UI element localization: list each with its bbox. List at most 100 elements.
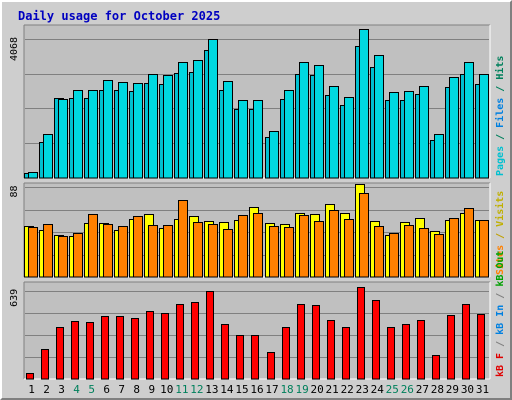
bar-sites: [404, 225, 414, 278]
x-tick-label: 25: [386, 383, 399, 396]
bar-kb-f: [417, 320, 425, 380]
bar-hits: [133, 83, 143, 179]
bar-sites: [28, 227, 38, 278]
x-tick-label: 28: [431, 383, 444, 396]
legend-entry: /: [495, 227, 506, 245]
x-tick-label: 9: [148, 383, 155, 396]
bar-kb-f: [297, 304, 305, 380]
x-tick-label: 14: [220, 383, 234, 396]
bar-hits: [464, 62, 474, 179]
y-max-label: 639: [9, 289, 20, 307]
bar-hits: [178, 62, 188, 179]
bar-hits: [449, 77, 459, 179]
bar-hits: [238, 100, 248, 179]
bar-hits: [404, 91, 414, 179]
bar-hits: [43, 134, 53, 179]
bar-kb-f: [206, 291, 214, 380]
x-tick-label: 22: [341, 383, 354, 396]
bar-hits: [299, 62, 309, 179]
x-tick-label: 27: [416, 383, 429, 396]
x-tick-label: 3: [58, 383, 65, 396]
bar-sites: [464, 208, 474, 278]
bar-hits: [314, 65, 324, 179]
bar-hits: [344, 97, 354, 179]
bar-sites: [419, 228, 429, 278]
legend-entry: Files: [494, 98, 506, 128]
bar-sites: [284, 227, 294, 278]
bar-kb-f: [56, 327, 64, 380]
legend-entry: /: [495, 335, 506, 353]
legend-entry: Visits: [494, 191, 506, 227]
bar-kb-f: [146, 311, 154, 380]
bar-kb-f: [357, 287, 365, 380]
bar-hits: [193, 60, 203, 179]
bar-sites: [103, 224, 113, 278]
x-tick-label: 20: [311, 383, 324, 396]
bar-hits: [103, 80, 113, 179]
bar-kb-f: [251, 335, 259, 380]
bar-hits: [73, 90, 83, 179]
bar-sites: [193, 222, 203, 278]
bar-kb-f: [236, 335, 244, 380]
bar-hits: [329, 86, 339, 179]
bar-sites: [133, 216, 143, 278]
bar-hits: [148, 74, 158, 179]
right-legend: kB F / kB In / kB Out: [495, 251, 506, 377]
bar-sites: [223, 229, 233, 278]
bar-kb-f: [131, 318, 139, 380]
bar-sites: [88, 214, 98, 278]
x-tick-label: 31: [476, 383, 489, 396]
bar-hits: [359, 29, 369, 179]
bar-kb-f: [432, 355, 440, 380]
chart-title: Daily usage for October 2025: [18, 9, 220, 23]
bar-sites: [329, 210, 339, 278]
bar-kb-f: [477, 314, 485, 380]
legend-entry: Sites: [494, 245, 506, 275]
bar-hits: [419, 86, 429, 179]
legend-entry: Pages: [495, 146, 506, 176]
x-tick-label: 29: [446, 383, 459, 396]
bar-hits: [208, 39, 218, 179]
bar-sites: [208, 224, 218, 278]
bar-kb-f: [342, 327, 350, 380]
x-tick-label: 2: [43, 383, 50, 396]
legend-entry: kB Out: [495, 251, 506, 287]
bar-kb-f: [86, 322, 94, 380]
bar-kb-f: [462, 304, 470, 380]
panel-kbytes: 639 kB F / kB In / kB Out: [9, 251, 506, 380]
bar-kb-f: [116, 316, 124, 380]
bar-sites: [73, 233, 83, 278]
bar-kb-f: [26, 373, 34, 380]
bar-sites: [344, 219, 354, 278]
x-tick-label: 11: [175, 383, 188, 396]
x-tick-label: 21: [326, 383, 339, 396]
bar-kb-f: [312, 305, 320, 380]
bar-hits: [479, 74, 489, 179]
panel-pages-files-hits: 4068 Pages / Files / Hits: [9, 24, 506, 179]
bar-kb-f: [101, 316, 109, 380]
x-tick-label: 4: [73, 383, 80, 396]
bar-hits: [284, 90, 294, 179]
bar-kb-f: [161, 313, 169, 380]
bar-hits: [253, 100, 263, 179]
x-tick-label: 5: [88, 383, 95, 396]
bar-sites: [434, 234, 444, 278]
x-tick-label: 15: [235, 383, 248, 396]
bar-kb-f: [267, 352, 275, 380]
bar-kb-f: [372, 300, 380, 380]
x-tick-label: 26: [401, 383, 414, 396]
bar-sites: [163, 225, 173, 278]
x-tick-label: 6: [103, 383, 110, 396]
bar-sites: [238, 215, 248, 278]
bar-kb-f: [221, 324, 229, 380]
bar-sites: [314, 221, 324, 278]
bar-kb-f: [191, 302, 199, 380]
bar-kb-f: [282, 327, 290, 380]
bar-hits: [118, 82, 128, 179]
legend-entry: /: [495, 80, 506, 98]
bar-kb-f: [447, 315, 455, 380]
bar-hits: [28, 172, 38, 179]
y-max-label: 4068: [9, 37, 20, 61]
bar-sites: [479, 220, 489, 278]
